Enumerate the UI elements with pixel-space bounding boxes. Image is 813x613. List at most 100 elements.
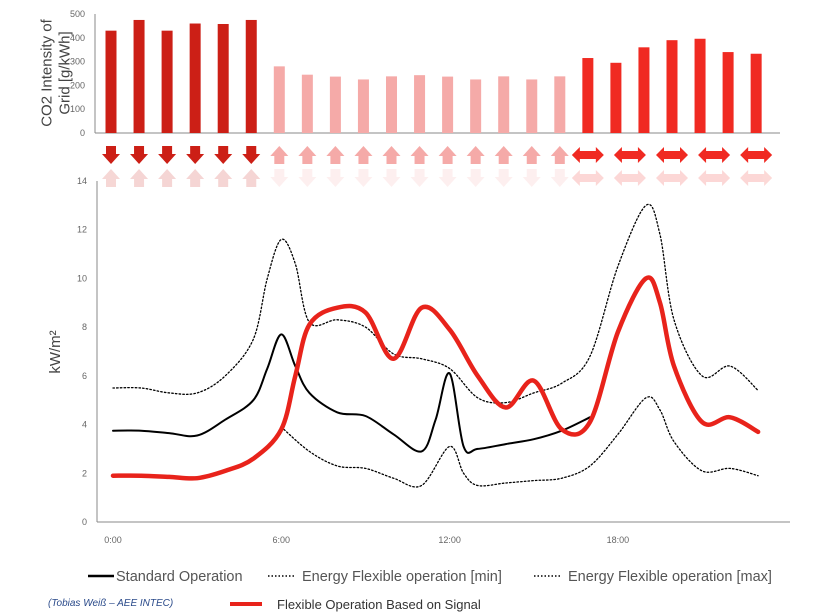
line-y-tick-label: 0 xyxy=(82,517,87,527)
co2-bar xyxy=(498,76,510,133)
co2-bar xyxy=(470,79,482,133)
line-x-tick-label: 18:00 xyxy=(607,535,630,545)
co2-bar xyxy=(217,23,229,133)
co2-bar xyxy=(722,52,734,133)
arrow-reflection-icon xyxy=(326,169,345,187)
up-arrow-icon xyxy=(354,146,373,164)
credit-text: (Tobias Weiß – AEE INTEC) xyxy=(48,598,174,609)
arrow-reflection-icon xyxy=(270,169,289,187)
bar-y-tick-label: 100 xyxy=(70,104,85,114)
arrow-reflection-icon xyxy=(466,169,485,187)
arrow-reflection-icon xyxy=(354,169,373,187)
up-arrow-icon xyxy=(326,146,345,164)
arrow-reflection-icon xyxy=(158,169,177,187)
co2-bar xyxy=(189,23,201,133)
arrow-reflection-icon xyxy=(550,169,569,187)
co2-bar xyxy=(750,53,762,133)
co2-bar xyxy=(638,47,650,133)
down-arrow-icon xyxy=(186,146,205,164)
arrow-reflection-icon xyxy=(186,169,205,187)
line-y-tick-label: 4 xyxy=(82,420,87,430)
co2-bar xyxy=(273,66,285,133)
co2-bar xyxy=(554,76,566,133)
series-line-energy-flexible-operation-max xyxy=(112,203,759,404)
co2-bar xyxy=(694,38,706,133)
line-y-tick-label: 14 xyxy=(77,176,87,186)
line-y-tick-label: 10 xyxy=(77,273,87,283)
series-line-flexible-operation-based-on-signal xyxy=(110,275,761,481)
co2-bar xyxy=(610,62,622,133)
up-arrow-icon xyxy=(410,146,429,164)
co2-bar xyxy=(582,58,594,133)
series-line-energy-flexible-operation-min xyxy=(280,396,759,488)
line-y-axis-label: kW/m² xyxy=(47,330,64,373)
double-arrow-reflection-icon xyxy=(740,170,773,186)
up-arrow-icon xyxy=(382,146,401,164)
line-x-tick-label: 6:00 xyxy=(273,535,291,545)
down-arrow-icon xyxy=(102,146,120,164)
co2-bar xyxy=(301,74,313,133)
line-x-tick-label: 0:00 xyxy=(104,535,122,545)
arrow-reflection-icon xyxy=(130,169,149,187)
legend: Standard Operation Energy Flexible opera… xyxy=(88,569,772,612)
line-x-tick-label: 12:00 xyxy=(438,535,461,545)
bar-y-tick-label: 500 xyxy=(70,9,85,19)
arrow-reflection-icon xyxy=(102,169,120,187)
double-arrow-reflection-icon xyxy=(698,170,731,186)
co2-bar xyxy=(245,19,257,134)
double-arrow-icon xyxy=(571,147,604,163)
co2-bar xyxy=(329,76,341,133)
co2-bar xyxy=(161,30,173,133)
double-arrow-reflection-icon xyxy=(656,170,688,186)
bar-y-axis-label: CO2 Intensity ofGrid [g/kWh] xyxy=(39,18,74,126)
up-arrow-icon xyxy=(298,146,317,164)
legend-label-standard: Standard Operation xyxy=(116,569,243,585)
co2-bar xyxy=(133,19,145,134)
bar-y-tick-label: 400 xyxy=(70,33,85,43)
legend-label-max: Energy Flexible operation [max] xyxy=(568,569,772,585)
double-arrow-icon xyxy=(740,147,773,163)
co2-bar xyxy=(666,40,678,133)
double-arrow-reflection-icon xyxy=(613,170,646,186)
bar-y-tick-label: 300 xyxy=(70,57,85,67)
line-y-tick-label: 2 xyxy=(82,468,87,478)
up-arrow-icon xyxy=(522,146,541,164)
down-arrow-icon xyxy=(130,146,149,164)
up-arrow-icon xyxy=(270,146,289,164)
up-arrow-icon xyxy=(494,146,513,164)
double-arrow-reflection-icon xyxy=(571,170,604,186)
bar-y-axis-label-line: Grid [g/kWh] xyxy=(57,31,74,114)
co2-bar xyxy=(357,79,369,133)
co2-bar xyxy=(386,76,397,133)
legend-label-signal: Flexible Operation Based on Signal xyxy=(277,597,481,612)
co2-bar xyxy=(414,75,426,133)
arrow-reflection-icon xyxy=(438,169,457,187)
double-arrow-icon xyxy=(698,147,731,163)
arrow-reflection-icon xyxy=(298,169,317,187)
arrow-reflection-icon xyxy=(522,169,541,187)
line-y-tick-label: 6 xyxy=(82,371,87,381)
bar-y-tick-label: 0 xyxy=(80,128,85,138)
arrow-reflection-icon xyxy=(382,169,401,187)
arrow-reflection-icon xyxy=(214,169,233,187)
co2-bar xyxy=(526,79,538,133)
bar-y-axis-label-line: CO2 Intensity of xyxy=(39,18,56,126)
arrow-reflection xyxy=(102,169,773,187)
series-line-standard-operation xyxy=(112,333,591,454)
power-line-chart: 0 2 4 6 8 10 12 14 0:00 6:00 12:00 18:00 kW/m² xyxy=(47,176,790,545)
up-arrow-icon xyxy=(466,146,485,164)
arrow-reflection-icon xyxy=(410,169,429,187)
bar-y-tick-label: 200 xyxy=(70,80,85,90)
down-arrow-icon xyxy=(158,146,177,164)
arrow-reflection-icon xyxy=(242,169,261,187)
double-arrow-icon xyxy=(656,147,688,163)
up-arrow-icon xyxy=(438,146,457,164)
legend-label-min: Energy Flexible operation [min] xyxy=(302,569,502,585)
line-y-tick-label: 12 xyxy=(77,225,87,235)
down-arrow-icon xyxy=(214,146,233,164)
double-arrow-icon xyxy=(613,147,646,163)
down-arrow-icon xyxy=(242,146,261,164)
line-y-tick-label: 8 xyxy=(82,322,87,332)
